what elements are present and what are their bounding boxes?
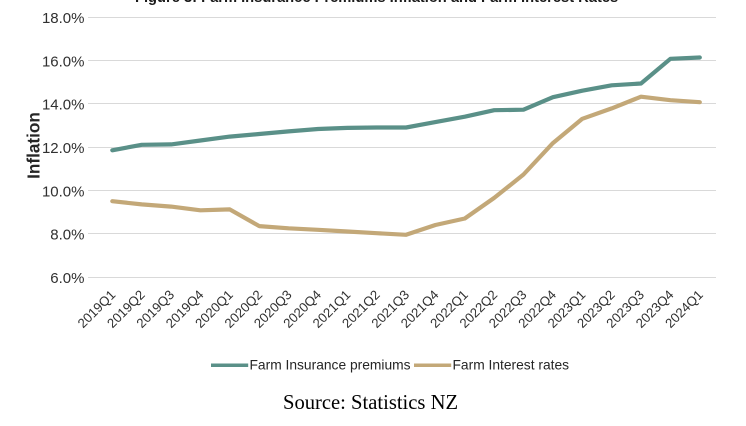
svg-text:8.0%: 8.0% [50, 227, 84, 244]
svg-text:10.0%: 10.0% [42, 183, 85, 200]
svg-text:Farm Interest rates: Farm Interest rates [453, 358, 570, 373]
svg-text:6.0%: 6.0% [50, 270, 84, 287]
svg-text:18.0%: 18.0% [42, 10, 85, 27]
svg-text:12.0%: 12.0% [42, 140, 85, 157]
svg-text:Figure 3: Farm Insurance Premi: Figure 3: Farm Insurance Premiums Inflat… [135, 0, 618, 6]
svg-text:Source: Statistics NZ: Source: Statistics NZ [283, 392, 458, 414]
svg-text:14.0%: 14.0% [42, 97, 85, 114]
svg-text:Farm Insurance premiums: Farm Insurance premiums [250, 358, 411, 373]
svg-text:Inflation: Inflation [24, 112, 44, 179]
svg-text:16.0%: 16.0% [42, 53, 85, 70]
